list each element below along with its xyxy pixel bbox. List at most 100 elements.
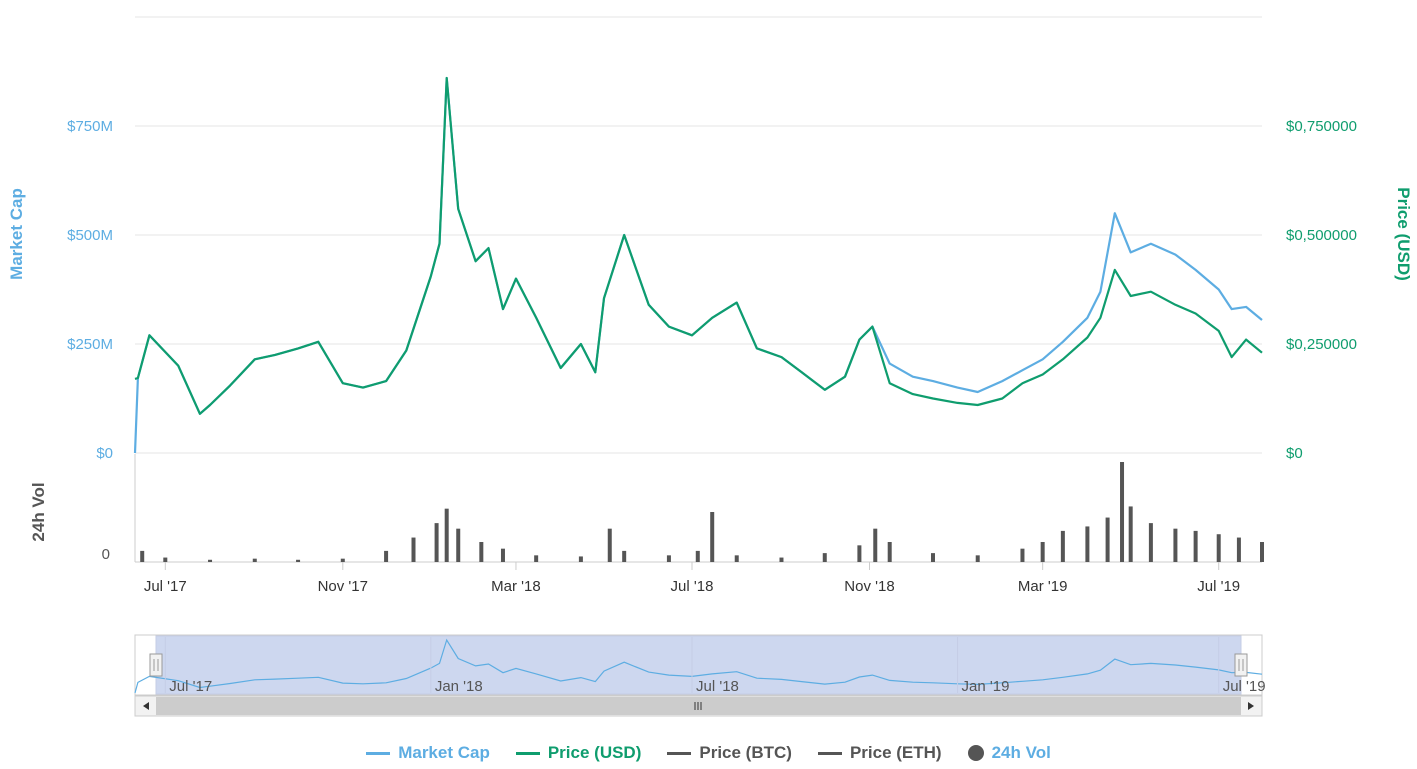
left-tick-label: $0	[96, 445, 113, 462]
volume-bar	[1260, 542, 1264, 562]
left-tick-label: $500M	[67, 227, 113, 244]
volume-bar	[1020, 548, 1025, 562]
right-axis-ticks: $0 $0,250000 $0,500000 $0,750000	[1286, 118, 1357, 462]
volume-bar	[857, 545, 862, 562]
legend-item-24h-vol[interactable]: 24h Vol	[967, 743, 1051, 763]
x-tick-label: Jul '18	[671, 578, 714, 595]
volume-bar	[1085, 526, 1090, 562]
volume-bar	[622, 550, 627, 562]
volume-bar	[873, 528, 878, 562]
legend-swatch-price-btc	[667, 751, 692, 755]
volume-bar	[695, 550, 700, 562]
volume-bar	[163, 557, 168, 562]
legend-label-price-usd: Price (USD)	[547, 743, 642, 762]
left-axis-ticks: $0 $250M $500M $750M	[67, 118, 113, 462]
x-axis-ticks: Jul '17 Nov '17 Mar '18 Jul '18 Nov '18 Mar '…	[144, 562, 1240, 595]
legend-swatch-price-usd	[515, 751, 540, 755]
volume-bar	[1173, 528, 1178, 562]
left-tick-label: $750M	[67, 118, 113, 135]
volume-bar	[1148, 523, 1153, 562]
volume-tick-zero: 0	[102, 546, 110, 563]
left-axis-title: Market Cap	[7, 188, 26, 280]
volume-bar	[734, 555, 739, 562]
series-line-market-cap	[133, 76, 1263, 454]
x-tick-label: Mar '19	[1018, 578, 1068, 595]
volume-bar	[384, 550, 389, 562]
volume-bar	[1040, 542, 1045, 562]
x-tick-label: Mar '18	[491, 578, 541, 595]
series-price-usd	[134, 76, 1263, 415]
volume-axis-title: 24h Vol	[29, 482, 48, 541]
chart-svg: $0$250M$500M$750M $0$0,250000$0,500000$0…	[7, 16, 1413, 717]
volume-bar	[444, 508, 449, 562]
scrollbar-left-arrow[interactable]	[136, 697, 156, 715]
chevron-right-icon	[1248, 702, 1254, 710]
scrollbar-right-arrow[interactable]	[1241, 697, 1261, 715]
legend-item-price-eth[interactable]: Price (ETH)	[817, 743, 942, 763]
right-tick-label: $0	[1286, 445, 1303, 462]
series-line-price-usd	[134, 76, 1263, 415]
right-tick-label: $0,750000	[1286, 118, 1357, 135]
volume-bar	[252, 558, 257, 562]
volume-bar	[1193, 530, 1198, 562]
navigator-tick-label: Jul '17	[169, 678, 212, 695]
volume-bar	[710, 512, 715, 562]
volume-bars	[140, 462, 1264, 562]
legend-swatch-24h-vol	[967, 745, 984, 761]
volume-bar	[1128, 506, 1133, 562]
right-axis-title: Price (USD)	[1394, 187, 1413, 281]
left-tick-label: $250M	[67, 336, 113, 353]
navigator-tick-label: Jan '18	[435, 678, 483, 695]
volume-bar	[779, 557, 784, 562]
scrollbar[interactable]	[134, 695, 1263, 717]
volume-bar	[1216, 534, 1221, 562]
volume-bar	[1060, 530, 1065, 562]
legend-label-price-eth: Price (ETH)	[849, 743, 942, 762]
scrollbar-grip-icon	[694, 702, 702, 710]
navigator-tick-label: Jan '19	[962, 678, 1010, 695]
right-tick-label: $0,500000	[1286, 227, 1357, 244]
navigator[interactable]: Jul '17 Jan '18 Jul '18 Jan '19 Jul '19	[134, 634, 1266, 696]
chevron-left-icon	[143, 702, 149, 710]
volume-bar	[1236, 537, 1241, 562]
navigator-tick-label: Jul '19	[1223, 678, 1266, 695]
volume-bar	[140, 550, 145, 562]
navigator-line	[134, 638, 1263, 694]
legend-item-price-usd[interactable]: Price (USD)	[515, 743, 642, 763]
navigator-tick-label: Jul '18	[696, 678, 739, 695]
gridlines	[134, 16, 1262, 563]
navigator-handle-left[interactable]	[149, 653, 163, 677]
volume-bar	[411, 537, 416, 562]
navigator-handle-right[interactable]	[1234, 653, 1248, 677]
volume-bar	[887, 542, 892, 562]
x-tick-label: Jul '17	[144, 578, 187, 595]
volume-bar	[578, 556, 583, 562]
volume-bar	[607, 528, 612, 562]
volume-bar	[1105, 517, 1110, 562]
legend-label-market-cap: Market Cap	[398, 743, 490, 762]
legend-item-price-btc[interactable]: Price (BTC)	[667, 743, 792, 763]
x-tick-label: Nov '17	[318, 578, 368, 595]
navigator-series	[134, 638, 1263, 694]
navigator-ticks: Jul '17 Jan '18 Jul '18 Jan '19 Jul '19	[164, 637, 1266, 695]
legend-label-24h-vol: 24h Vol	[991, 743, 1051, 762]
volume-bar	[500, 548, 505, 562]
x-tick-label: Jul '19	[1197, 578, 1240, 595]
legend-label-price-btc: Price (BTC)	[699, 743, 792, 762]
volume-bar	[479, 542, 484, 562]
legend: Market Cap Price (USD) Price (BTC) Price…	[0, 738, 1417, 768]
volume-bar	[434, 523, 439, 562]
x-tick-label: Nov '18	[844, 578, 894, 595]
volume-bar	[340, 558, 345, 562]
volume-bar	[666, 555, 671, 562]
legend-swatch-price-eth	[817, 751, 842, 755]
series-market-cap	[133, 76, 1263, 454]
legend-item-market-cap[interactable]: Market Cap	[366, 743, 490, 763]
volume-bar	[1120, 462, 1125, 562]
volume-bar	[822, 553, 827, 562]
volume-bar	[534, 555, 539, 562]
volume-bar	[930, 553, 935, 562]
right-tick-label: $0,250000	[1286, 336, 1357, 353]
legend-swatch-market-cap	[366, 751, 391, 755]
